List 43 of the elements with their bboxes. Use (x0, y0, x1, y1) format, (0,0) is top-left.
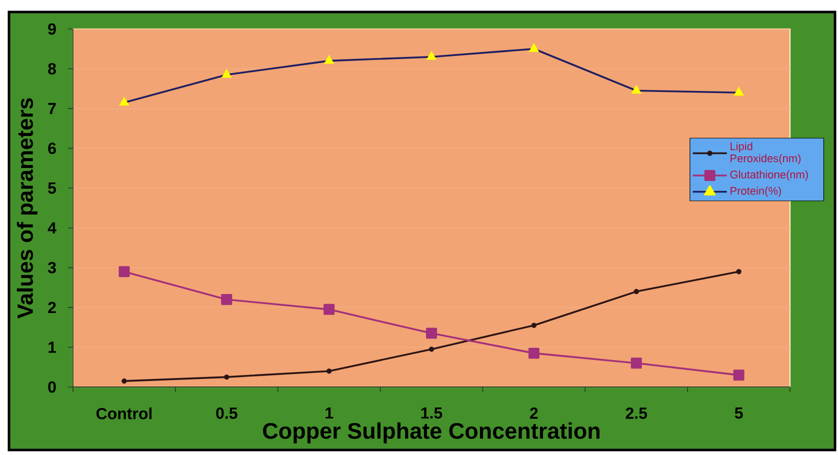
point (630, 358, 642, 369)
point (324, 304, 335, 315)
point (118, 266, 130, 278)
y-tick-label: 4 (48, 222, 56, 234)
point (733, 370, 744, 381)
y-tick-label: 1 (48, 342, 56, 353)
point (426, 328, 437, 339)
point (324, 55, 334, 64)
y-tick-label: 7 (48, 103, 56, 114)
legend-label: Lipid Peroxides(nm) (730, 142, 801, 164)
x-tick-label: 2 (530, 408, 538, 419)
point (428, 346, 434, 352)
point (224, 374, 230, 380)
point (528, 348, 540, 359)
point (734, 86, 744, 96)
point (531, 322, 537, 328)
point (426, 51, 437, 60)
x-tick-label: 2.5 (626, 408, 648, 419)
legend-label: Protein(%) (730, 186, 781, 197)
x-tick-label: 5 (734, 408, 743, 419)
y-tick-label: 2 (48, 302, 56, 314)
y-tick-label: 3 (48, 262, 56, 274)
point (326, 368, 332, 374)
y-tick-label: 5 (48, 182, 56, 194)
x-tick-label: 0.5 (216, 408, 238, 419)
point (631, 84, 642, 94)
point (736, 269, 742, 274)
x-axis-title: Copper Sulphate Concentration (263, 422, 600, 444)
y-tick-label: 6 (48, 142, 56, 154)
point (122, 378, 127, 384)
point (221, 294, 232, 305)
x-tick-label: 1.5 (421, 408, 442, 419)
x-tick-label: 1 (326, 408, 334, 419)
x-tick-label: Control (96, 408, 152, 420)
y-tick-label: 8 (48, 63, 56, 74)
point (634, 288, 639, 294)
point (119, 96, 130, 106)
y-axis-title: Values of parameters (16, 98, 38, 319)
legend-label: Glutathione(nm) (730, 170, 808, 181)
point (222, 68, 232, 78)
y-tick-label: 9 (48, 23, 56, 35)
y-tick-label: 0 (48, 381, 56, 393)
point (528, 43, 539, 52)
